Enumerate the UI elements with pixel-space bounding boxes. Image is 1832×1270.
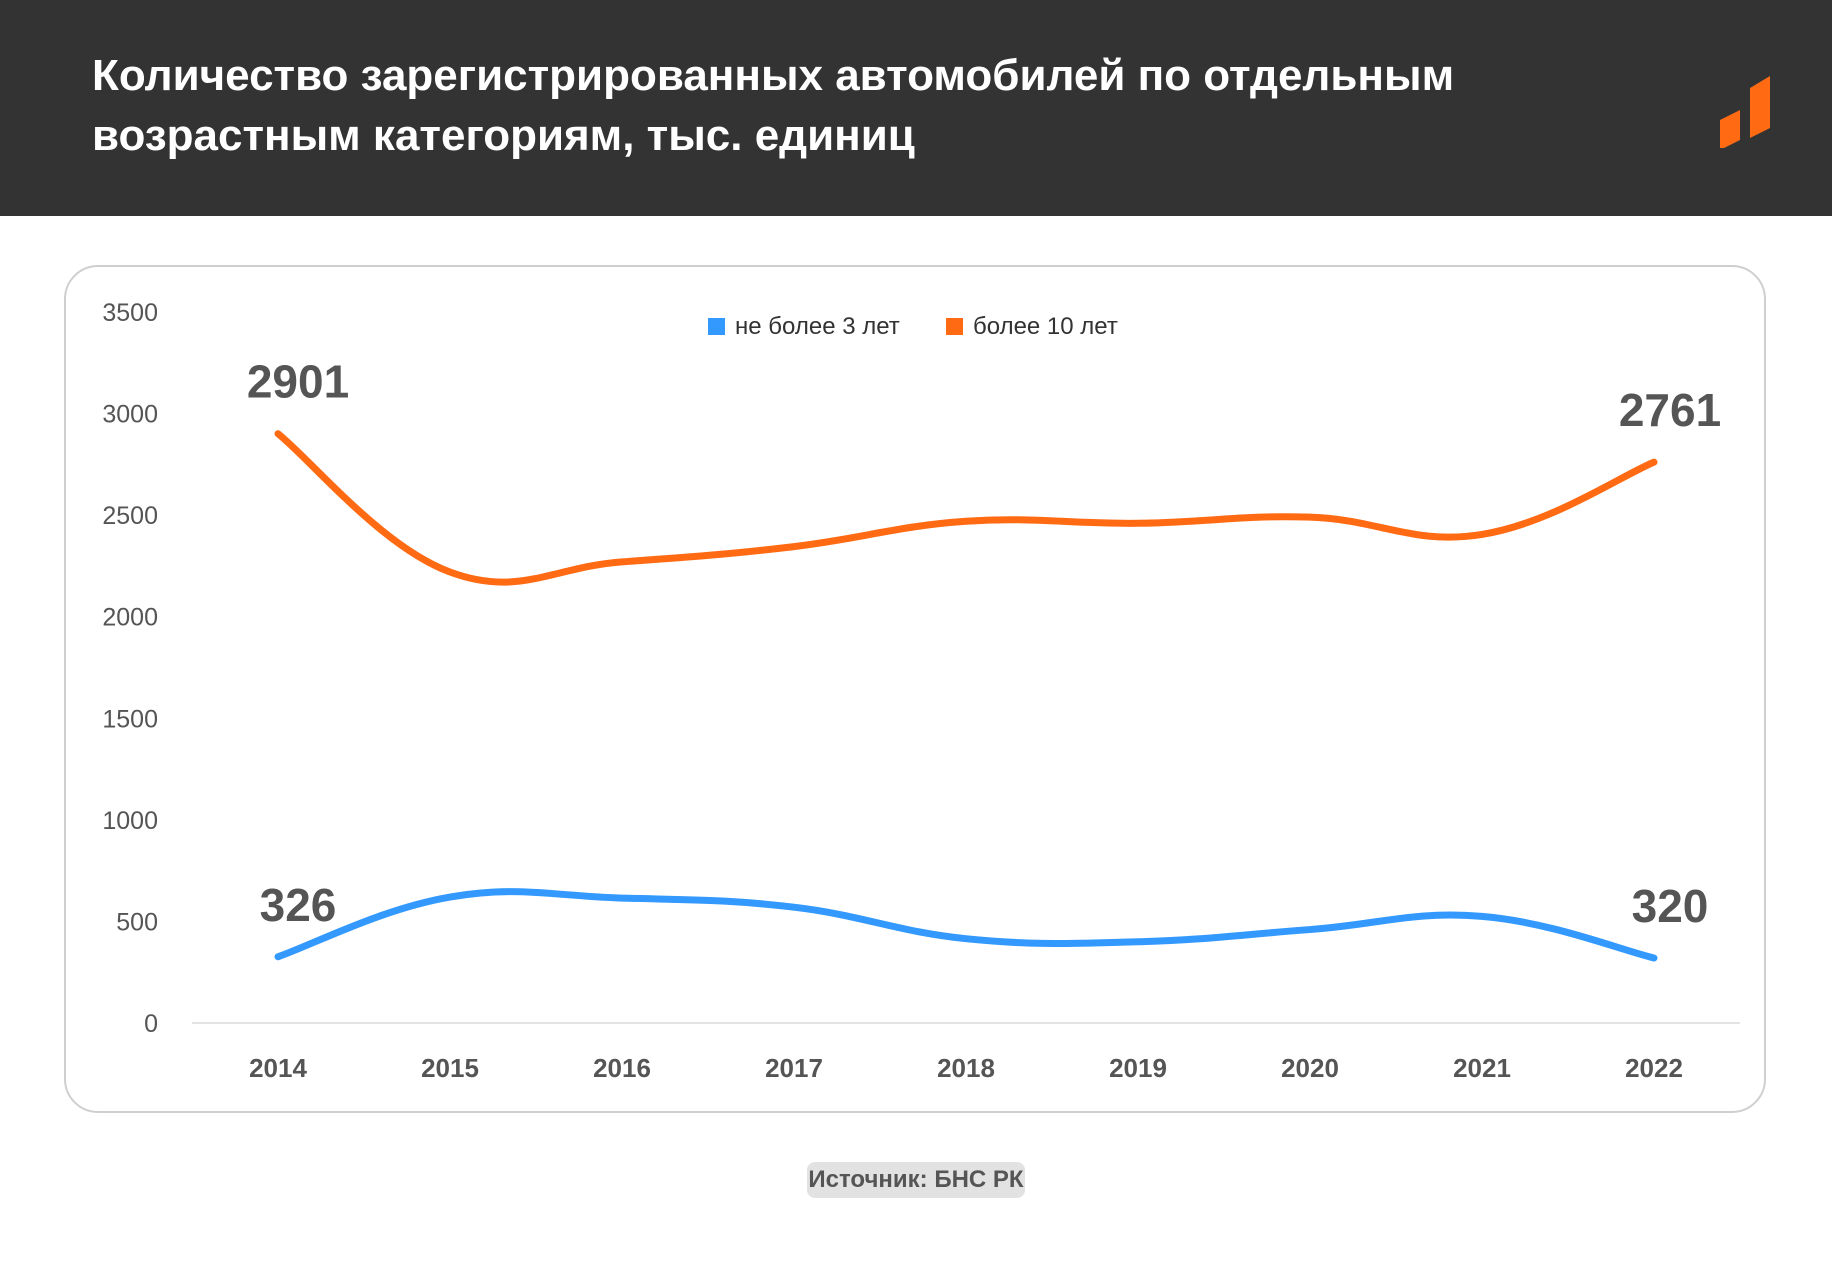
brand-logo-icon (1720, 76, 1770, 148)
legend-label: не более 3 лет (735, 313, 900, 340)
y-tick-label: 0 (144, 1010, 158, 1038)
series-line-2 (274, 430, 1658, 586)
y-tick-label: 3000 (102, 401, 158, 429)
x-tick-label: 2021 (1453, 1053, 1511, 1083)
x-tick-label: 2015 (421, 1053, 479, 1083)
y-tick-label: 2000 (102, 604, 158, 632)
title-line-2: возрастным категориям, тыс. единиц (92, 111, 915, 160)
legend-swatch (708, 318, 725, 335)
x-tick-label: 2019 (1109, 1053, 1167, 1083)
chart-card: 0 500 1000 1500 2000 2500 3000 3500 2014 2015 2016… (64, 265, 1766, 1113)
chart-title: Количество зарегистрированных автомобиле… (92, 46, 1572, 166)
data-label: 326 (260, 879, 337, 931)
legend-swatch (946, 318, 963, 335)
y-tick-label: 1500 (102, 705, 158, 733)
y-tick-label: 3500 (102, 299, 158, 327)
x-tick-label: 2017 (765, 1053, 823, 1083)
series-line-1 (274, 888, 1658, 962)
x-tick-label: 2020 (1281, 1053, 1339, 1083)
y-tick-label: 1000 (102, 807, 158, 835)
line-chart: 0 500 1000 1500 2000 2500 3000 3500 2014 2015 2016… (102, 299, 1740, 1083)
x-tick-label: 2022 (1625, 1053, 1683, 1083)
x-tick-label: 2014 (249, 1053, 307, 1083)
data-label: 2761 (1619, 384, 1721, 436)
x-tick-label: 2018 (937, 1053, 995, 1083)
header-bar: Количество зарегистрированных автомобиле… (0, 0, 1832, 216)
y-tick-label: 500 (116, 908, 158, 936)
data-label: 320 (1632, 880, 1709, 932)
legend-label: более 10 лет (973, 313, 1118, 340)
title-line-1: Количество зарегистрированных автомобиле… (92, 51, 1455, 100)
source-badge: Источник: БНС РК (807, 1162, 1025, 1198)
y-tick-label: 2500 (102, 502, 158, 530)
data-label: 2901 (247, 356, 349, 408)
x-tick-label: 2016 (593, 1053, 651, 1083)
